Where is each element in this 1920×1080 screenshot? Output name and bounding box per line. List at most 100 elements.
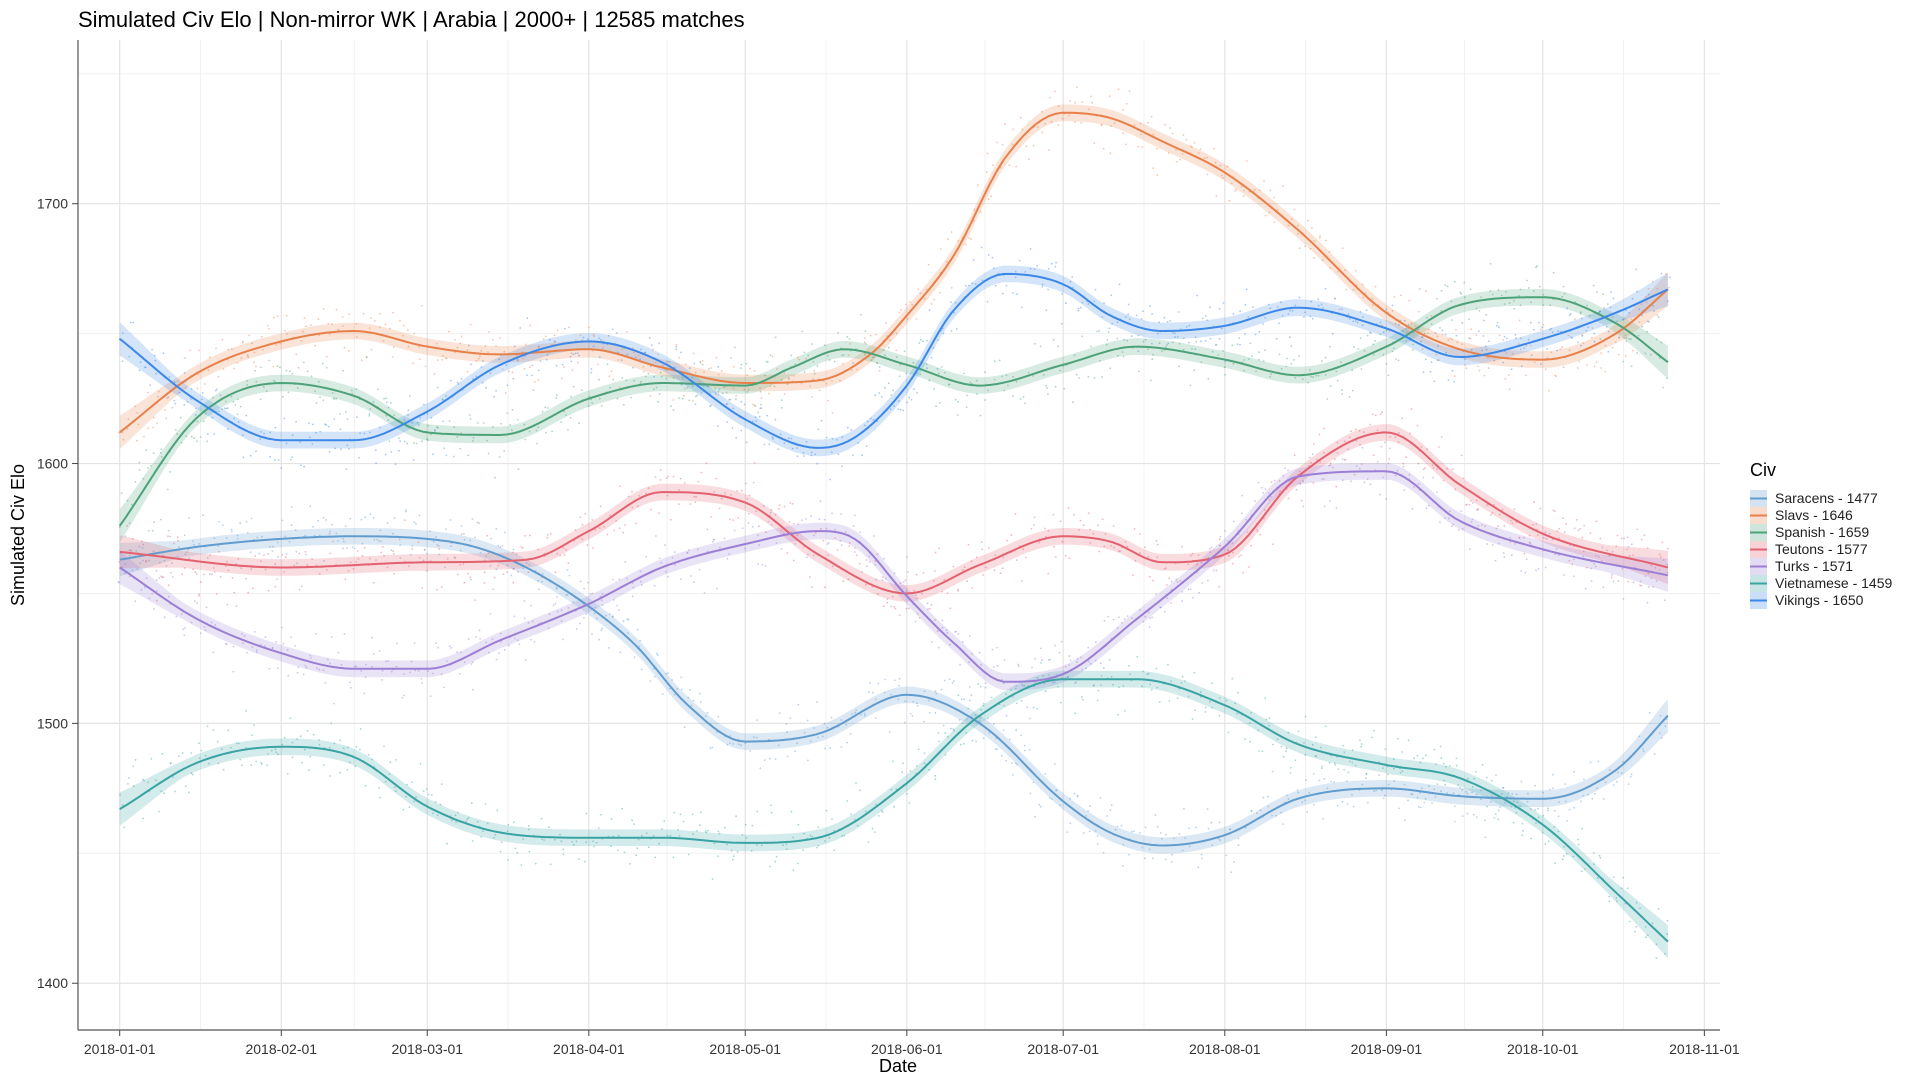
scatter-point bbox=[1273, 479, 1276, 482]
scatter-point bbox=[271, 647, 274, 649]
scatter-point bbox=[460, 651, 462, 654]
scatter-point bbox=[653, 375, 655, 378]
scatter-point bbox=[245, 520, 248, 523]
scatter-point bbox=[1574, 318, 1576, 321]
scatter-point bbox=[1302, 480, 1304, 482]
scatter-point bbox=[389, 327, 391, 330]
scatter-point bbox=[193, 543, 195, 546]
scatter-point bbox=[1110, 125, 1112, 127]
scatter-point bbox=[230, 395, 233, 398]
scatter-point bbox=[1263, 180, 1265, 182]
scatter-point bbox=[645, 555, 648, 558]
scatter-point bbox=[1108, 327, 1111, 330]
scatter-point bbox=[1014, 270, 1017, 273]
scatter-point bbox=[406, 783, 408, 786]
scatter-point bbox=[1332, 466, 1334, 469]
scatter-point bbox=[537, 379, 540, 381]
scatter-point bbox=[326, 569, 328, 571]
scatter-point bbox=[560, 377, 563, 380]
scatter-point bbox=[421, 304, 423, 307]
scatter-point bbox=[1455, 757, 1458, 760]
scatter-point bbox=[1270, 496, 1272, 498]
scatter-point bbox=[982, 704, 984, 707]
scatter-point bbox=[313, 534, 316, 537]
scatter-point bbox=[264, 568, 267, 571]
scatter-point bbox=[560, 609, 563, 612]
scatter-point bbox=[413, 332, 416, 335]
scatter-point bbox=[498, 652, 500, 654]
scatter-point bbox=[183, 534, 186, 537]
scatter-point bbox=[713, 538, 716, 541]
scatter-point bbox=[226, 603, 229, 606]
scatter-point bbox=[1020, 734, 1023, 737]
scatter-point bbox=[424, 365, 427, 368]
scatter-point bbox=[260, 643, 262, 646]
scatter-point bbox=[1369, 483, 1372, 486]
scatter-point bbox=[182, 628, 185, 631]
scatter-point bbox=[121, 360, 124, 363]
scatter-point bbox=[1156, 174, 1159, 177]
scatter-point bbox=[769, 385, 772, 387]
scatter-point bbox=[760, 396, 763, 399]
scatter-point bbox=[427, 439, 429, 442]
scatter-point bbox=[1428, 785, 1430, 788]
scatter-point bbox=[1222, 350, 1224, 352]
scatter-point bbox=[1666, 571, 1669, 574]
scatter-point bbox=[588, 395, 591, 398]
scatter-point bbox=[825, 382, 828, 385]
scatter-point bbox=[1010, 534, 1013, 536]
scatter-point bbox=[1481, 349, 1483, 352]
scatter-point bbox=[264, 645, 266, 647]
scatter-point bbox=[682, 820, 685, 823]
scatter-point bbox=[249, 454, 252, 457]
scatter-point bbox=[381, 669, 384, 672]
scatter-point bbox=[1330, 780, 1332, 783]
scatter-point bbox=[1012, 292, 1014, 294]
scatter-point bbox=[533, 381, 536, 383]
scatter-point bbox=[700, 392, 703, 395]
scatter-point bbox=[1609, 306, 1612, 309]
scatter-point bbox=[403, 519, 406, 522]
scatter-point bbox=[560, 421, 563, 423]
scatter-point bbox=[1541, 326, 1544, 329]
scatter-point bbox=[1402, 462, 1405, 465]
scatter-point bbox=[1554, 553, 1557, 556]
scatter-point bbox=[340, 663, 343, 666]
scatter-point bbox=[943, 679, 946, 682]
scatter-point bbox=[339, 739, 342, 742]
scatter-point bbox=[1148, 575, 1151, 578]
scatter-point bbox=[496, 809, 499, 812]
scatter-point bbox=[732, 519, 735, 521]
scatter-point bbox=[1077, 307, 1080, 310]
scatter-point bbox=[1005, 693, 1007, 695]
scatter-point bbox=[1645, 936, 1647, 939]
scatter-point bbox=[1336, 804, 1339, 807]
scatter-point bbox=[1482, 335, 1485, 337]
scatter-point bbox=[569, 355, 572, 358]
scatter-point bbox=[1321, 765, 1323, 768]
scatter-point bbox=[391, 356, 394, 358]
scatter-point bbox=[426, 412, 429, 415]
scatter-point bbox=[1187, 695, 1190, 698]
scatter-point bbox=[152, 416, 155, 419]
scatter-point bbox=[930, 356, 933, 359]
scatter-point bbox=[405, 795, 407, 798]
scatter-point bbox=[136, 567, 139, 570]
scatter-point bbox=[322, 764, 325, 766]
scatter-point bbox=[235, 563, 238, 565]
scatter-point bbox=[426, 552, 428, 555]
scatter-point bbox=[1148, 626, 1151, 628]
scatter-point bbox=[1018, 259, 1021, 262]
scatter-point bbox=[463, 538, 466, 541]
scatter-point bbox=[1379, 333, 1382, 336]
scatter-point bbox=[363, 432, 366, 435]
scatter-point bbox=[1431, 464, 1434, 467]
scatter-point bbox=[1666, 933, 1669, 936]
scatter-point bbox=[211, 416, 214, 419]
scatter-point bbox=[1119, 550, 1121, 552]
scatter-point bbox=[1076, 794, 1079, 797]
scatter-point bbox=[1268, 498, 1271, 501]
scatter-point bbox=[369, 408, 372, 410]
scatter-point bbox=[706, 528, 709, 531]
scatter-point bbox=[227, 348, 230, 351]
